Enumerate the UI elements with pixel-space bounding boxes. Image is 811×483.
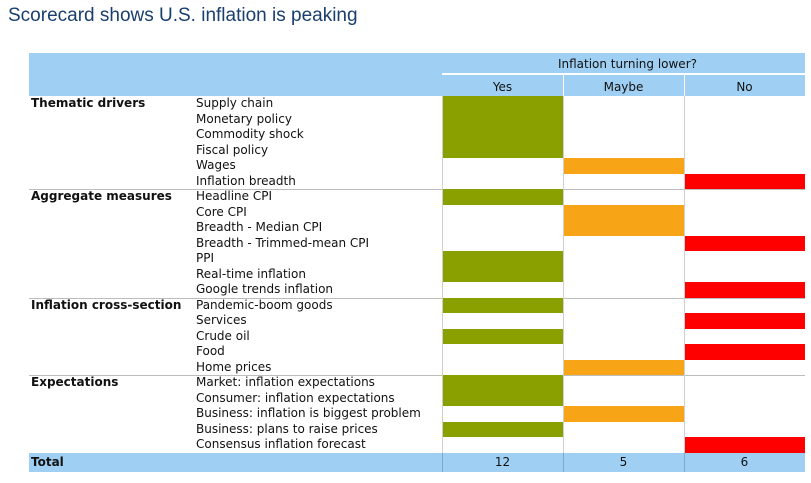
row-label: Consensus inflation forecast bbox=[196, 437, 366, 451]
header-title: Inflation turning lower? bbox=[557, 57, 697, 71]
header-separator bbox=[563, 75, 564, 96]
header-divider bbox=[442, 73, 805, 75]
total-bar bbox=[29, 453, 805, 472]
row-label: Real-time inflation bbox=[196, 266, 306, 281]
total-yes: 12 bbox=[494, 455, 511, 469]
row-label: Supply chain bbox=[196, 96, 274, 110]
score-cell-maybe bbox=[563, 406, 684, 422]
score-cell-yes bbox=[442, 142, 563, 158]
group-divider bbox=[29, 297, 805, 299]
row-label: Crude oil bbox=[196, 328, 250, 343]
chart-title: Scorecard shows U.S. inflation is peakin… bbox=[8, 5, 358, 26]
row-label: Core CPI bbox=[196, 204, 247, 219]
row-label: Monetary policy bbox=[196, 111, 292, 126]
row-label: PPI bbox=[196, 251, 215, 265]
row-label: Fiscal policy bbox=[196, 142, 269, 157]
column-divider bbox=[684, 96, 685, 453]
column-divider bbox=[442, 96, 443, 453]
row-label: Wages bbox=[196, 158, 236, 172]
score-cell-yes bbox=[442, 375, 563, 391]
score-cell-yes bbox=[442, 421, 563, 437]
row-label: Pandemic-boom goods bbox=[196, 297, 333, 312]
group-label: Expectations bbox=[31, 375, 119, 389]
group-label: Aggregate measures bbox=[31, 189, 172, 203]
score-cell-no bbox=[684, 235, 805, 251]
score-cell-yes bbox=[442, 189, 563, 205]
column-divider bbox=[563, 96, 564, 453]
score-cell-yes bbox=[442, 328, 563, 344]
row-label: Inflation breadth bbox=[196, 173, 296, 188]
score-cell-yes bbox=[442, 297, 563, 313]
score-cell-yes bbox=[442, 251, 563, 267]
score-cell-yes bbox=[442, 266, 563, 282]
row-label: Food bbox=[196, 344, 225, 358]
group-divider bbox=[29, 375, 805, 376]
header-separator bbox=[684, 75, 685, 96]
score-cell-no bbox=[684, 313, 805, 329]
score-cell-yes bbox=[442, 111, 563, 127]
row-label: Business: plans to raise prices bbox=[196, 421, 378, 436]
score-cell-no bbox=[684, 173, 805, 189]
score-cell-maybe bbox=[563, 359, 684, 375]
total-separator bbox=[684, 453, 685, 472]
score-cell-maybe bbox=[563, 204, 684, 220]
score-cell-yes bbox=[442, 96, 563, 112]
row-label: Business: inflation is biggest problem bbox=[196, 406, 421, 420]
column-header-yes: Yes bbox=[492, 80, 513, 94]
score-cell-no bbox=[684, 437, 805, 453]
score-cell-maybe bbox=[563, 158, 684, 174]
score-cell-maybe bbox=[563, 220, 684, 236]
row-label: Breadth - Median CPI bbox=[196, 220, 323, 234]
group-label: Thematic drivers bbox=[31, 96, 146, 110]
column-header-no: No bbox=[736, 80, 753, 94]
row-label: Headline CPI bbox=[196, 189, 273, 203]
score-cell-no bbox=[684, 344, 805, 360]
scorecard-table: Inflation turning lower? Yes Maybe No Th… bbox=[29, 53, 805, 472]
row-label: Home prices bbox=[196, 359, 272, 374]
score-cell-yes bbox=[442, 127, 563, 143]
row-label: Google trends inflation bbox=[196, 282, 334, 296]
group-label: Inflation cross-section bbox=[31, 297, 182, 312]
total-separator bbox=[563, 453, 564, 472]
row-label: Commodity shock bbox=[196, 127, 304, 141]
row-label: Market: inflation expectations bbox=[196, 375, 375, 389]
score-cell-yes bbox=[442, 390, 563, 406]
column-header-maybe: Maybe bbox=[603, 80, 644, 94]
row-label: Breadth - Trimmed-mean CPI bbox=[196, 235, 370, 250]
group-divider bbox=[29, 189, 805, 190]
score-cell-no bbox=[684, 282, 805, 298]
row-label: Services bbox=[196, 313, 247, 327]
row-label: Consumer: inflation expectations bbox=[196, 390, 395, 405]
total-separator bbox=[442, 453, 443, 472]
total-label: Total bbox=[31, 455, 64, 469]
total-no: 6 bbox=[740, 455, 749, 469]
total-maybe: 5 bbox=[619, 455, 628, 469]
